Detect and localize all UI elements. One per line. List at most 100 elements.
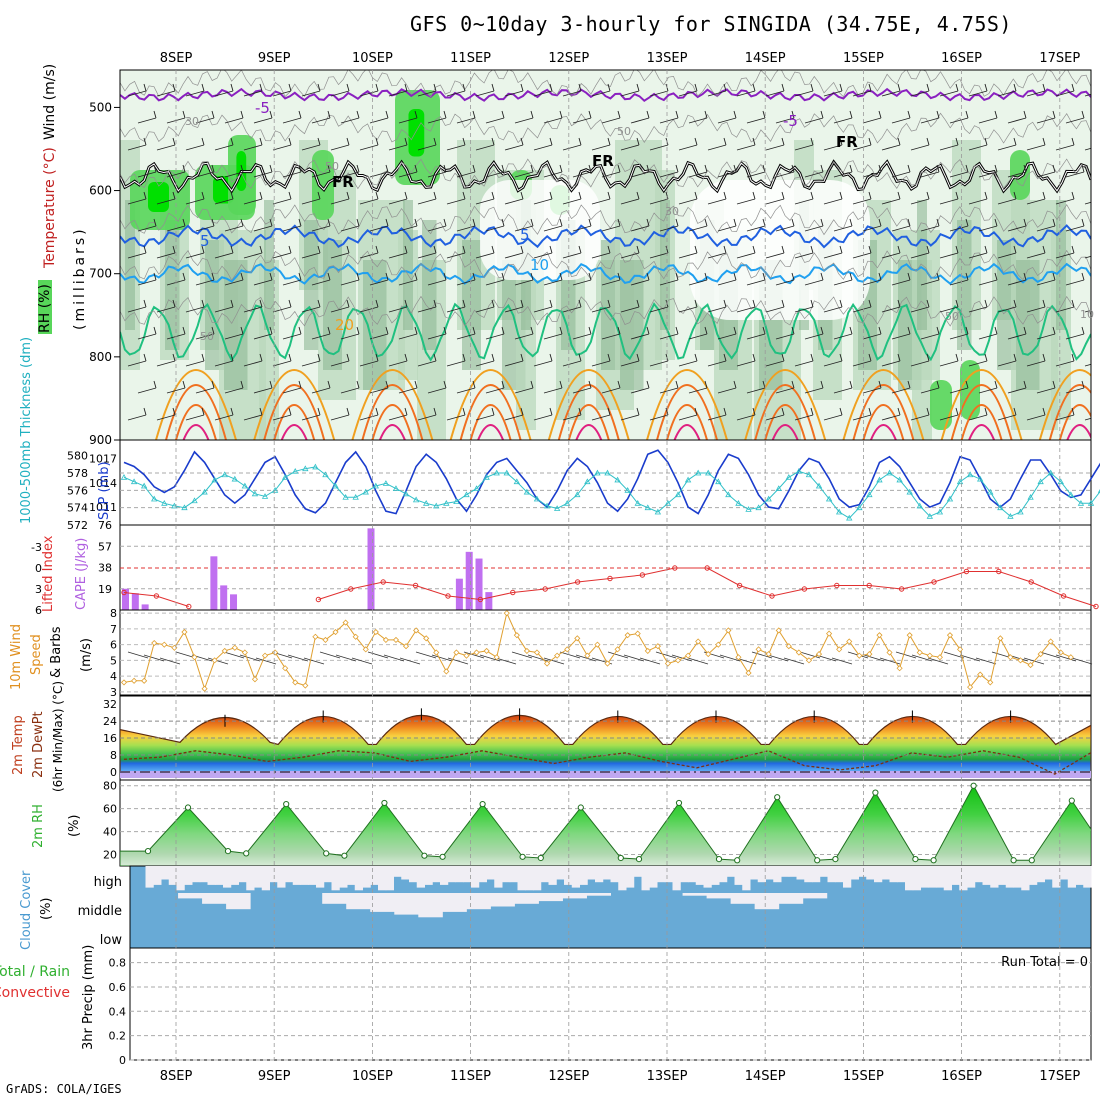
date-label-bottom: 15SEP [843, 1069, 884, 1082]
wind-barb [862, 225, 882, 232]
wind-barb-feather [984, 83, 988, 92]
wind-barb [1026, 414, 1046, 421]
high-cloud-gap [819, 866, 828, 877]
wind-barb [630, 333, 650, 340]
thickness-point [161, 500, 168, 506]
thickness-point [825, 495, 833, 502]
wind-barb [939, 360, 959, 367]
wind10m-barb [383, 654, 405, 662]
date-label-top: 15SEP [843, 51, 884, 66]
wind-barb-feather [636, 245, 640, 254]
wind-barb [224, 333, 244, 340]
wind-barb-feather [385, 272, 389, 281]
wind10m-barb [959, 654, 981, 662]
thickness-point [936, 508, 944, 515]
wind-barb-feather [694, 191, 698, 200]
wind-barb-feather [298, 110, 302, 119]
wind-barb [127, 144, 147, 151]
cape-tick-label: 57 [98, 540, 112, 553]
thickness-tick-label: 578 [67, 467, 88, 480]
wind-barb-feather [501, 326, 505, 335]
mid-cloud-gap [586, 893, 611, 896]
wind-barb-feather [781, 191, 785, 200]
thickness-tick-label: 576 [67, 484, 88, 497]
wind-barb-feather [472, 218, 476, 227]
wind-barb-feather [897, 191, 901, 200]
wind-barb-feather [549, 83, 553, 92]
wind-barb [1055, 414, 1075, 421]
li-point [1093, 603, 1099, 610]
wind-barb [910, 252, 930, 259]
wind-speed-point [644, 647, 651, 654]
wind-tick-label: 5 [110, 654, 117, 667]
precip-tick-label: 0.4 [109, 1005, 127, 1018]
thickness-point [866, 491, 873, 498]
wind-barb-feather [704, 110, 708, 119]
wind-barb [388, 252, 408, 259]
thickness-point [715, 478, 722, 485]
high-cloud-gap [1083, 866, 1092, 888]
wind-barb-feather [849, 164, 853, 173]
wind-barb [794, 414, 814, 421]
cape-tick-label: 19 [98, 583, 112, 596]
thickness-point [896, 476, 903, 483]
li-line [318, 567, 1097, 607]
wind-barb-feather [588, 380, 592, 389]
wind-speed-point [322, 636, 329, 643]
wind-barb-feather [791, 110, 795, 119]
wind-barb [707, 198, 727, 205]
high-cloud-gap [556, 866, 565, 880]
wind-barb [253, 279, 273, 286]
wind-barb [514, 117, 534, 124]
wind-barb [1065, 279, 1085, 286]
thickness-point [1067, 491, 1075, 498]
wind-barb [717, 117, 737, 124]
wind-barb-feather [1081, 218, 1085, 227]
cape-tick-label: 38 [98, 562, 112, 575]
wind-barb [369, 387, 389, 394]
wind-barb-feather [965, 326, 969, 335]
rh2m-point [675, 799, 683, 807]
wind-barb [1036, 171, 1056, 178]
wind-barb [659, 117, 679, 124]
wind-barb-feather [675, 110, 679, 119]
wind-barb-feather [723, 191, 727, 200]
wind-barb [214, 198, 234, 205]
wind-barb [591, 144, 611, 151]
wind-barb [359, 144, 379, 151]
wind-speed-point [221, 647, 228, 654]
wind-barb [195, 117, 215, 124]
high-cloud-gap [742, 866, 751, 891]
wind-barb [475, 144, 495, 151]
high-cloud-gap [990, 866, 999, 888]
wind-barb [446, 90, 466, 97]
rh2m-point [1028, 857, 1035, 864]
wind-barb-feather [839, 353, 843, 362]
wind-barb [659, 225, 679, 232]
wind-barb-feather [694, 137, 698, 146]
wind-barb [1055, 306, 1075, 313]
wind-barb-feather [926, 83, 930, 92]
wind-barb [746, 171, 766, 178]
high-cloud-gap [478, 866, 487, 883]
wind-barb [1065, 225, 1085, 232]
pressure-label: 500 [89, 100, 112, 114]
wind-barb [243, 414, 263, 421]
wind-speed-point [584, 652, 591, 659]
wind-barb-feather [907, 326, 911, 335]
wind-speed-point [1027, 662, 1034, 669]
high-cloud-gap [385, 866, 394, 891]
temp-tick-label: 32 [103, 698, 117, 711]
warm-isotherm-arc [547, 369, 630, 440]
wind-barb-feather [607, 299, 611, 308]
high-cloud-gap [928, 866, 937, 888]
thickness-point [916, 502, 923, 509]
wind-barb [591, 198, 611, 205]
wind-barb-feather [288, 407, 292, 416]
wind-speed-point [634, 630, 641, 637]
date-label-bottom: 10SEP [352, 1069, 393, 1082]
wind-barb-feather [1042, 137, 1046, 146]
wind-barb-feather [501, 272, 505, 281]
wind-speed-point [201, 685, 208, 692]
wind-barb-feather [530, 110, 534, 119]
